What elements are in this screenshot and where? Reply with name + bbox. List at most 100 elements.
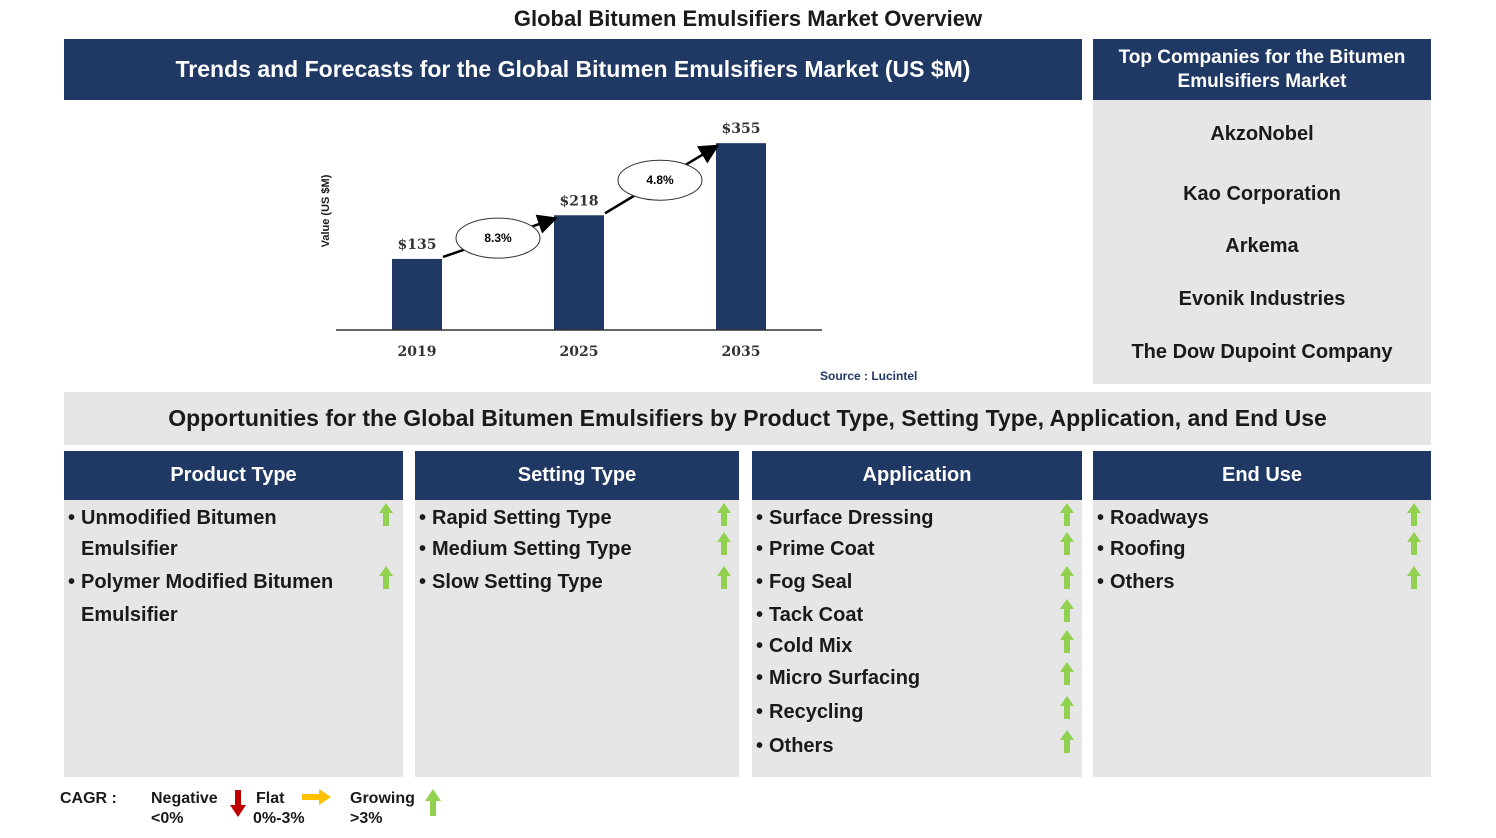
segment-column: Product Type • Unmodified Bitumen Emulsifie…	[64, 451, 403, 777]
cagr-bubble	[617, 159, 703, 201]
up-arrow-icon	[1407, 532, 1421, 555]
x-tick-label: 2035	[722, 344, 761, 360]
source-note: Source : Lucintel	[820, 369, 918, 383]
up-arrow-icon	[379, 503, 393, 526]
segment-item: • Others	[756, 731, 833, 762]
segment-body: • Surface Dressing • Prime Coat • Fog Seal • Ta…	[752, 500, 1082, 777]
data-label: $355	[722, 121, 761, 137]
company-name: The Dow Dupoint Company	[1131, 341, 1393, 363]
up-arrow-icon	[1060, 599, 1074, 622]
bullet: •	[756, 538, 764, 560]
segment-body: • Rapid Setting Type • Medium Setting Type •…	[415, 500, 739, 777]
segment-item: • Roofing	[1097, 534, 1186, 565]
segment-header: Application	[752, 451, 1082, 500]
segment-item-label: Recycling	[769, 701, 864, 723]
segment-item-label: Polymer Modified Bitumen	[81, 571, 334, 593]
segment-item: Emulsifier	[68, 534, 178, 565]
bullet: •	[419, 507, 427, 529]
segment-item-label: Slow Setting Type	[432, 571, 603, 593]
segment-item: • Tack Coat	[756, 600, 863, 631]
data-label: $135	[398, 237, 437, 253]
bullet: •	[1097, 571, 1105, 593]
data-label: $218	[560, 193, 599, 209]
segment-item: • Medium Setting Type	[419, 534, 632, 565]
cagr-bubble	[455, 217, 541, 259]
up-arrow-icon	[1060, 662, 1074, 685]
up-arrow-icon	[1060, 503, 1074, 526]
segment-item-label: Emulsifier	[81, 538, 178, 560]
segment-header: Setting Type	[415, 451, 739, 500]
segment-item: • Polymer Modified Bitumen	[68, 567, 333, 598]
company-name: Kao Corporation	[1183, 183, 1341, 205]
segment-item-label: Others	[1110, 571, 1175, 593]
segment-item: • Unmodified Bitumen	[68, 503, 277, 534]
trend-header: Trends and Forecasts for the Global Bitu…	[64, 39, 1082, 100]
bullet: •	[419, 571, 427, 593]
bullet: •	[756, 635, 764, 657]
up-arrow-icon	[1407, 566, 1421, 589]
segment-item-label: Rapid Setting Type	[432, 507, 612, 529]
bullet: •	[68, 571, 76, 593]
bullet: •	[756, 507, 764, 529]
up-arrow-icon	[717, 503, 731, 526]
segment-header: End Use	[1093, 451, 1431, 500]
bullet: •	[756, 667, 764, 689]
bullet: •	[756, 604, 764, 626]
bar-2035	[716, 143, 766, 330]
bullet: •	[419, 538, 427, 560]
segment-item-label: Prime Coat	[769, 538, 875, 560]
bar-chart: Value (US $M) $135 2019 $218 2025 $355 2035 8.3…	[320, 121, 822, 360]
segment-item-label: Surface Dressing	[769, 507, 934, 529]
bar-2025	[554, 215, 604, 330]
segment-item: • Prime Coat	[756, 534, 875, 565]
legend-growing-range: >3%	[350, 810, 383, 827]
y-axis-label: Value (US $M)	[320, 174, 332, 247]
segment-item: • Fog Seal	[756, 567, 852, 598]
up-arrow-icon	[1407, 503, 1421, 526]
company-name: Evonik Industries	[1178, 288, 1346, 310]
segment-item-label: Medium Setting Type	[432, 538, 632, 560]
up-arrow-icon	[1060, 730, 1074, 753]
bullet: •	[756, 735, 764, 757]
segment-item-label: Unmodified Bitumen	[81, 507, 277, 529]
segment-column: End Use • Roadways • Roofing • Others	[1093, 451, 1431, 777]
segment-item-label: Roadways	[1110, 507, 1209, 529]
up-arrow-icon	[717, 566, 731, 589]
segment-item-label: Fog Seal	[769, 571, 853, 593]
x-tick-label: 2019	[398, 344, 437, 360]
segment-item-label: Tack Coat	[769, 604, 864, 626]
cagr-label: 8.3%	[484, 231, 512, 245]
bullet: •	[756, 701, 764, 723]
segment-item: • Roadways	[1097, 503, 1209, 534]
segment-column: Setting Type • Rapid Setting Type • Medium S…	[415, 451, 739, 777]
bullet: •	[1097, 507, 1105, 529]
up-arrow-icon	[1060, 630, 1074, 653]
up-arrow-icon	[379, 566, 393, 589]
segment-item: • Micro Surfacing	[756, 663, 920, 694]
page-title: Global Bitumen Emulsifiers Market Overvi…	[513, 6, 983, 31]
segment-header: Product Type	[64, 451, 403, 500]
bullet: •	[1097, 538, 1105, 560]
segment-item: • Rapid Setting Type	[419, 503, 612, 534]
legend-flat-label: Flat	[256, 790, 285, 807]
bullet: •	[756, 571, 764, 593]
up-arrow-icon	[1060, 532, 1074, 555]
up-arrow-icon	[1060, 696, 1074, 719]
segment-column: Application • Surface Dressing • Prime Coat •…	[752, 451, 1082, 777]
company-name: Arkema	[1225, 235, 1299, 257]
segment-item: Emulsifier	[68, 600, 178, 631]
segment-item-label: Others	[769, 735, 834, 757]
right-arrow-icon	[302, 789, 331, 805]
cagr-label: CAGR :	[60, 790, 117, 807]
legend-negative-label: Negative	[151, 790, 218, 807]
segment-item-label: Emulsifier	[81, 604, 178, 626]
segment-item-label: Cold Mix	[769, 635, 853, 657]
x-tick-label: 2025	[560, 344, 599, 360]
legend-flat-range: 0%-3%	[253, 810, 305, 827]
legend-growing-label: Growing	[350, 790, 415, 807]
company-name: AkzoNobel	[1210, 123, 1314, 145]
segment-item: • Others	[1097, 567, 1174, 598]
opportunities-banner: Opportunities for the Global Bitumen Emu…	[64, 392, 1431, 445]
segment-body: • Roadways • Roofing • Others	[1093, 500, 1431, 777]
bullet: •	[68, 507, 76, 529]
